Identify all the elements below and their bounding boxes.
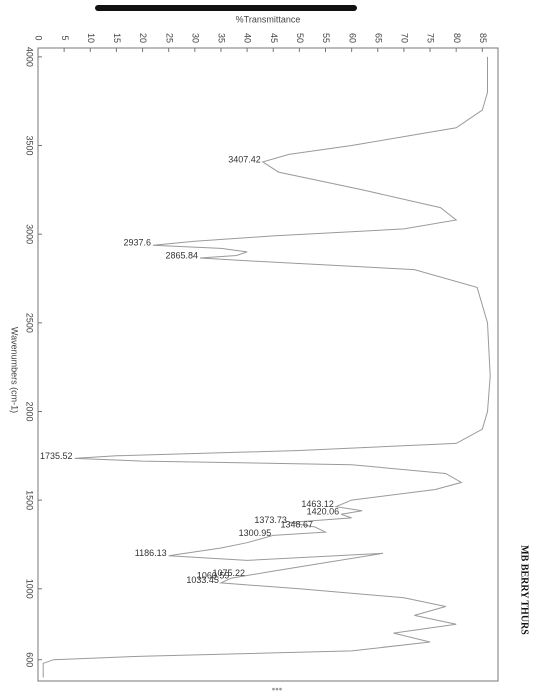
y-tick-label: 0 xyxy=(34,35,44,40)
y-tick-label: 15 xyxy=(112,33,122,43)
x-tick-label: 2500 xyxy=(25,313,35,333)
spectrum-line xyxy=(42,56,491,678)
pager-dots: ••• xyxy=(272,685,283,696)
x-tick-label: 1500 xyxy=(25,490,35,510)
side-annotation: MB BERRY THURS xyxy=(519,545,530,635)
peak-label: 2865.84 xyxy=(165,250,198,260)
y-tick-label: 20 xyxy=(138,33,148,43)
x-tick-label: 600 xyxy=(25,652,35,667)
x-tick-label: 3500 xyxy=(25,136,35,156)
y-tick-label: 40 xyxy=(243,33,253,43)
peak-label: 1735.52 xyxy=(40,451,73,461)
y-tick-label: 10 xyxy=(86,33,96,43)
y-tick-label: 65 xyxy=(373,33,383,43)
peak-label: 3407.42 xyxy=(228,154,261,164)
x-tick-label: 1000 xyxy=(25,579,35,599)
peak-label: 1373.73 xyxy=(254,515,287,525)
peak-label: 1075.22 xyxy=(213,568,246,578)
peak-label: 2937.6 xyxy=(123,238,151,248)
peak-label: 1300.95 xyxy=(239,528,272,538)
y-tick-label: 30 xyxy=(190,33,200,43)
x-tick-label: 2000 xyxy=(25,401,35,421)
y-tick-label: 45 xyxy=(269,33,279,43)
y-tick-label: 70 xyxy=(400,33,410,43)
peak-label: 1420.06 xyxy=(307,507,340,517)
peak-label: 1348.67 xyxy=(280,519,313,529)
y-tick-label: 85 xyxy=(478,33,488,43)
y-tick-label: 50 xyxy=(295,33,305,43)
y-tick-label: 75 xyxy=(426,33,436,43)
y-tick-label: 5 xyxy=(60,35,70,40)
peak-label: 1060.59 xyxy=(197,570,230,580)
x-tick-label: 4000 xyxy=(25,47,35,67)
x-axis-title: Wavenumbers (cm-1) xyxy=(10,327,20,413)
top-bar xyxy=(95,5,357,11)
peak-label: 1463.12 xyxy=(301,499,334,509)
y-tick-label: 55 xyxy=(321,33,331,43)
x-tick-label: 3000 xyxy=(25,224,35,244)
y-axis-title: %Transmittance xyxy=(236,14,301,24)
y-tick-label: 35 xyxy=(217,33,227,43)
peak-label: 1033.45 xyxy=(186,575,219,585)
y-tick-label: 25 xyxy=(164,33,174,43)
plot-frame xyxy=(37,47,499,682)
y-tick-label: 60 xyxy=(347,33,357,43)
peak-label: 1186.13 xyxy=(135,548,167,558)
y-tick-label: 80 xyxy=(452,33,462,43)
